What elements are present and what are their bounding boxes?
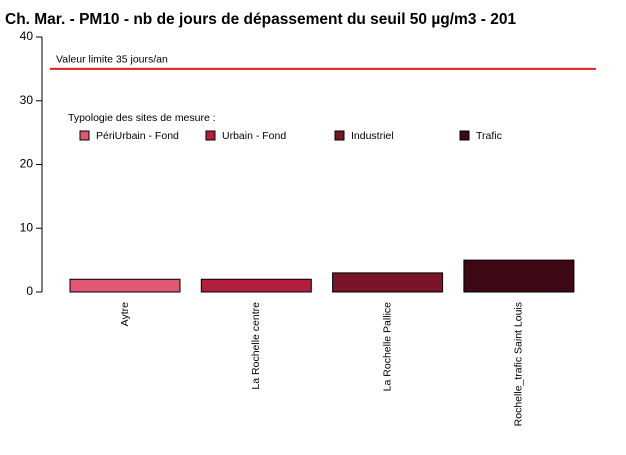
reference-label: Valeur limite 35 jours/an xyxy=(56,54,168,66)
legend-title: Typologie des sites de mesure : xyxy=(68,112,216,124)
y-tick-label: 40 xyxy=(20,29,34,43)
x-tick-label: Rochelle_trafic Saint Louis xyxy=(513,302,525,426)
legend-swatch xyxy=(459,130,470,141)
y-tick-label: 20 xyxy=(20,157,34,171)
legend-label: Urbain - Fond xyxy=(222,130,286,142)
y-tick-label: 10 xyxy=(20,220,34,234)
x-tick-label: La Rochelle Pallice xyxy=(381,302,393,391)
y-tick-label: 30 xyxy=(20,93,34,107)
x-tick-label: Aytre xyxy=(119,302,131,326)
bar xyxy=(200,278,312,293)
legend-swatch xyxy=(334,130,345,141)
bar xyxy=(463,259,575,293)
legend-label: Trafic xyxy=(476,130,502,142)
bar xyxy=(332,272,444,293)
legend-swatch xyxy=(79,130,90,141)
legend-label: PériUrbain - Fond xyxy=(96,130,179,142)
bar xyxy=(69,278,181,293)
legend-label: Industriel xyxy=(351,130,394,142)
y-tick-label: 0 xyxy=(26,284,33,298)
chart-title: Ch. Mar. - PM10 - nb de jours de dépasse… xyxy=(5,11,516,28)
x-tick-label: La Rochelle centre xyxy=(250,302,262,390)
legend-swatch xyxy=(205,130,216,141)
